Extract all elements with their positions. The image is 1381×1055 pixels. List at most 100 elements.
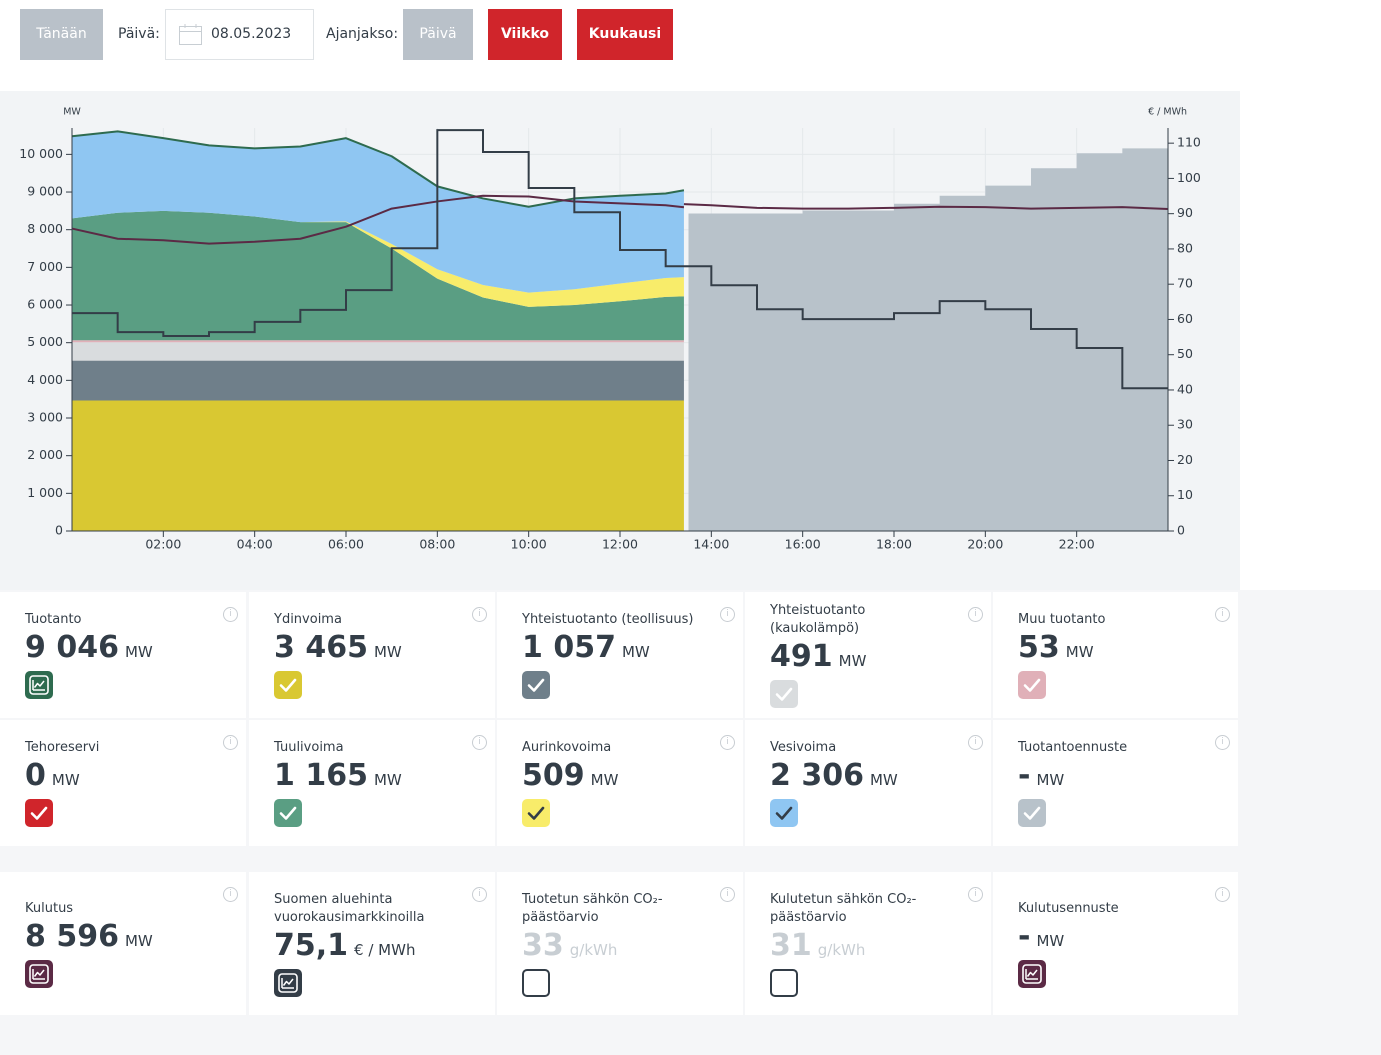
card-icon[interactable] bbox=[522, 968, 550, 997]
card-value: 31 bbox=[770, 927, 812, 963]
x-tick-label: 06:00 bbox=[328, 537, 364, 552]
period-button[interactable]: Kuukausi bbox=[577, 9, 673, 60]
info-icon[interactable]: i bbox=[968, 887, 983, 902]
date-input[interactable]: 08.05.2023 bbox=[165, 9, 314, 60]
card-icon[interactable] bbox=[1018, 959, 1046, 988]
card-value: 8 596 bbox=[25, 918, 119, 954]
y-tick-label: 5 000 bbox=[27, 334, 63, 349]
card-value: 0 bbox=[25, 758, 46, 793]
card-unit: MW bbox=[1036, 931, 1065, 950]
card-value-row: 3 465 MW bbox=[274, 629, 495, 671]
card-value: - bbox=[1018, 918, 1031, 954]
y2-tick-label: 100 bbox=[1177, 170, 1201, 185]
info-icon[interactable]: i bbox=[223, 607, 238, 622]
card-icon[interactable] bbox=[770, 968, 798, 997]
calendar-icon bbox=[179, 24, 202, 45]
card-icon[interactable] bbox=[1018, 671, 1046, 699]
info-icon[interactable]: i bbox=[720, 735, 735, 750]
period-button[interactable]: Viikko bbox=[488, 9, 562, 60]
y-tick-label: 2 000 bbox=[27, 447, 63, 462]
forecast-area bbox=[688, 148, 1168, 531]
info-icon[interactable]: i bbox=[472, 735, 487, 750]
info-icon[interactable]: i bbox=[223, 735, 238, 750]
info-icon[interactable]: i bbox=[1215, 607, 1230, 622]
y-tick-label: 0 bbox=[55, 523, 63, 538]
card-unit: MW bbox=[51, 771, 80, 789]
y-tick-label: 8 000 bbox=[27, 221, 63, 236]
period-label: Ajanjakso: bbox=[326, 26, 399, 42]
info-icon[interactable]: i bbox=[1215, 735, 1230, 750]
card: i Kulutetun sähkön CO₂-päästöarvio 31 g/kWh bbox=[745, 872, 991, 1015]
card-value: 9 046 bbox=[25, 630, 119, 665]
card: i Kulutusennuste - MW bbox=[993, 872, 1238, 1015]
card-icon[interactable] bbox=[25, 671, 53, 699]
card: i Ydinvoima 3 465 MW bbox=[249, 592, 495, 718]
icon-glyph bbox=[29, 963, 49, 984]
x-tick-label: 18:00 bbox=[876, 537, 912, 552]
icon-glyph bbox=[279, 806, 297, 820]
info-icon[interactable]: i bbox=[968, 607, 983, 622]
card: i Tuotanto 9 046 MW bbox=[0, 592, 246, 718]
card-value-row: 491 MW bbox=[770, 638, 991, 680]
card-value-row: - MW bbox=[1018, 757, 1238, 799]
card-icon[interactable] bbox=[25, 799, 53, 827]
period-button[interactable]: Päivä bbox=[403, 9, 473, 60]
x-tick-label: 16:00 bbox=[785, 537, 821, 552]
x-tick-label: 14:00 bbox=[693, 537, 729, 552]
info-icon[interactable]: i bbox=[720, 887, 735, 902]
card-unit: MW bbox=[373, 643, 402, 661]
card-title: Aurinkovoima bbox=[522, 740, 612, 755]
y-tick-label: 10 000 bbox=[19, 146, 63, 161]
card: i Tehoreservi 0 MW bbox=[0, 720, 246, 846]
x-tick-label: 12:00 bbox=[602, 537, 638, 552]
y2-tick-label: 50 bbox=[1177, 346, 1193, 361]
stacked-area bbox=[72, 400, 684, 531]
x-tick-label: 10:00 bbox=[511, 537, 547, 552]
today-button[interactable]: Tänään bbox=[20, 9, 103, 60]
stacked-area bbox=[72, 342, 684, 361]
info-icon[interactable]: i bbox=[720, 607, 735, 622]
card-icon[interactable] bbox=[522, 799, 550, 827]
icon-glyph bbox=[30, 806, 48, 820]
y2-tick-label: 20 bbox=[1177, 452, 1193, 467]
background bbox=[1240, 0, 1381, 590]
card-icon[interactable] bbox=[274, 799, 302, 827]
x-tick-label: 08:00 bbox=[419, 537, 455, 552]
card-value-row: 0 MW bbox=[25, 757, 246, 799]
info-icon[interactable]: i bbox=[472, 607, 487, 622]
card-icon[interactable] bbox=[25, 959, 53, 988]
card-icon[interactable] bbox=[770, 799, 798, 827]
x-tick-label: 22:00 bbox=[1059, 537, 1095, 552]
card-icon[interactable] bbox=[522, 671, 550, 699]
stacked-area bbox=[72, 210, 684, 307]
card-icon[interactable] bbox=[274, 968, 302, 997]
card-icon[interactable] bbox=[770, 680, 798, 708]
info-icon[interactable]: i bbox=[1215, 887, 1230, 902]
y-tick-label: 1 000 bbox=[27, 485, 63, 500]
y2-tick-label: 110 bbox=[1177, 135, 1201, 150]
card-value: 53 bbox=[1018, 630, 1060, 665]
card-value-row: 8 596 MW bbox=[25, 918, 246, 960]
card-title: Kulutusennuste bbox=[1018, 900, 1119, 916]
icon-glyph bbox=[1023, 806, 1041, 820]
info-icon[interactable]: i bbox=[223, 887, 238, 902]
info-icon[interactable]: i bbox=[968, 735, 983, 750]
card-icon[interactable] bbox=[1018, 799, 1046, 827]
card-title: Ydinvoima bbox=[274, 612, 342, 627]
card-title: Tuulivoima bbox=[274, 740, 344, 755]
icon-glyph bbox=[1023, 678, 1041, 692]
card-title: Tuotanto bbox=[25, 612, 82, 627]
stacked-area bbox=[72, 131, 684, 293]
card-icon[interactable] bbox=[274, 671, 302, 699]
line bbox=[71, 130, 685, 208]
card-unit: g/kWh bbox=[569, 940, 618, 959]
info-icon[interactable]: i bbox=[472, 887, 487, 902]
y2-tick-label: 30 bbox=[1177, 417, 1193, 432]
card-unit: g/kWh bbox=[817, 940, 866, 959]
icon-glyph bbox=[527, 806, 545, 820]
card-title: Muu tuotanto bbox=[1018, 612, 1106, 627]
card: i Muu tuotanto 53 MW bbox=[993, 592, 1238, 718]
card: i Tuulivoima 1 165 MW bbox=[249, 720, 495, 846]
stacked-area bbox=[72, 360, 684, 401]
